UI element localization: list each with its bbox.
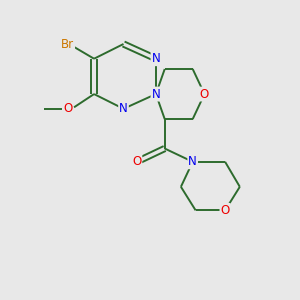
Text: N: N: [188, 155, 197, 168]
Text: O: O: [63, 102, 72, 115]
Text: O: O: [220, 204, 230, 217]
Text: N: N: [152, 88, 160, 100]
Text: N: N: [119, 102, 128, 115]
Text: O: O: [132, 155, 141, 168]
Text: Br: Br: [61, 38, 74, 50]
Text: N: N: [152, 52, 160, 65]
Text: O: O: [200, 88, 209, 100]
